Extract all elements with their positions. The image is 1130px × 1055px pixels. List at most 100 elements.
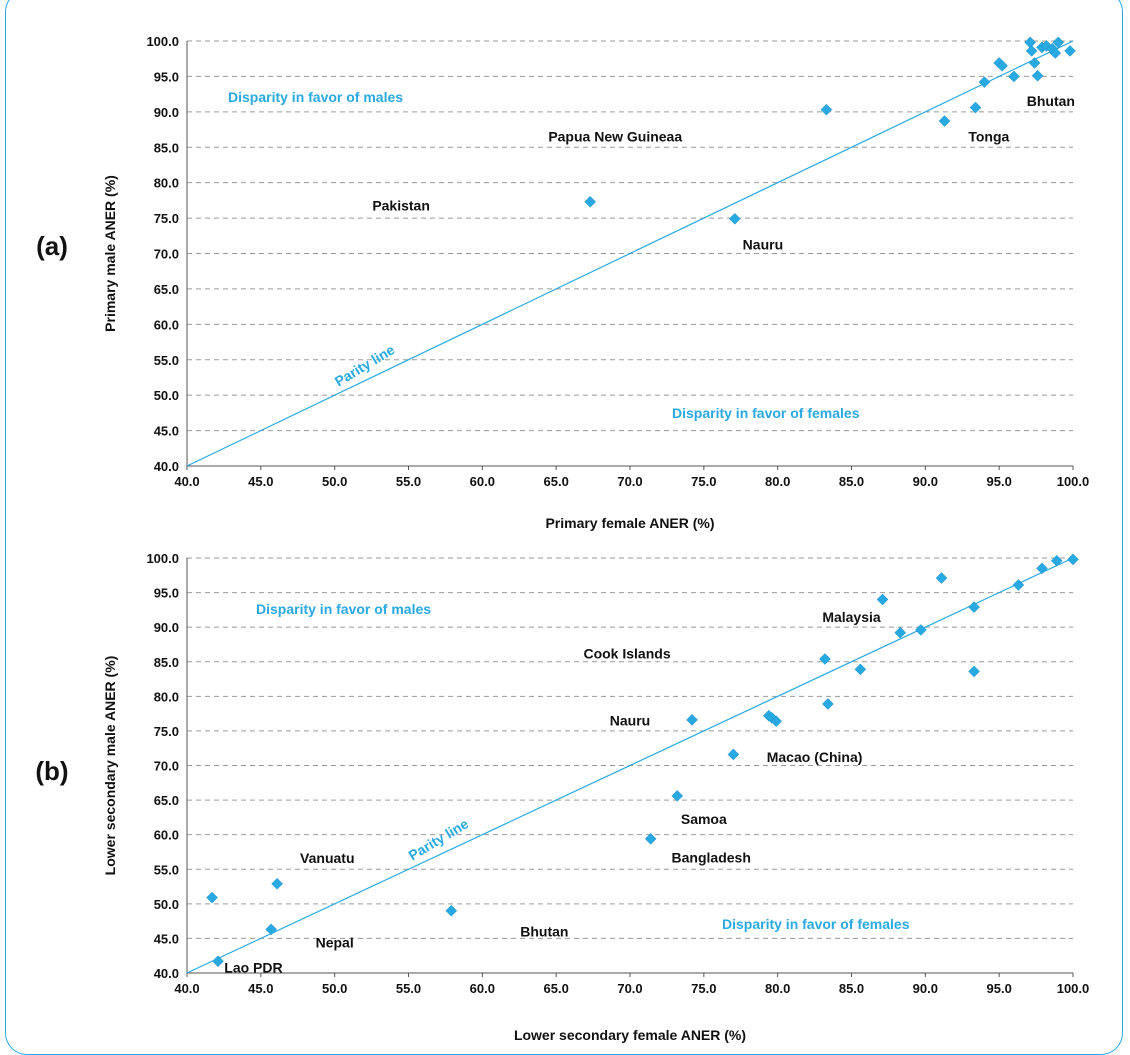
- data-point: [206, 891, 218, 904]
- data-point: [1008, 70, 1020, 83]
- x-tick-label: 80.0: [765, 981, 790, 996]
- x-tick-label: 95.0: [987, 981, 1012, 996]
- y-tick-label: 55.0: [154, 353, 179, 368]
- data-point: [854, 663, 867, 676]
- panel-label: (a): [36, 231, 68, 261]
- x-axis-title: Lower secondary female ANER (%): [514, 1027, 746, 1043]
- scatter-panel-b: 40.0 45.0 50.0 55.0 60.0 65.0 70.0 75.0 80.0 85.0…: [35, 551, 1089, 1043]
- data-point: [968, 601, 980, 613]
- y-tick-label: 75.0: [154, 724, 179, 739]
- x-tick-label: 100.0: [1057, 981, 1090, 996]
- data-point: [1031, 69, 1044, 82]
- region-label-females: Disparity in favor of females: [722, 916, 910, 932]
- x-tick-label: 75.0: [691, 981, 716, 996]
- x-tick-label: 60.0: [470, 981, 495, 996]
- x-tick-label: 50.0: [322, 474, 347, 489]
- point-annotation: Bangladesh: [672, 849, 751, 865]
- region-label-females: Disparity in favor of females: [672, 405, 860, 421]
- point-annotation: Pakistan: [372, 197, 430, 213]
- y-tick-label: 100.0: [146, 551, 179, 566]
- x-tick-label: 45.0: [248, 981, 273, 996]
- x-axis-title: Primary female ANER (%): [545, 515, 714, 531]
- x-tick-label: 55.0: [396, 981, 421, 996]
- data-point: [265, 923, 278, 936]
- data-point: [822, 698, 834, 710]
- panel-label: (b): [35, 756, 68, 786]
- y-axis-title: Primary male ANER (%): [102, 175, 118, 332]
- data-point: [968, 665, 980, 678]
- data-point: [212, 955, 224, 968]
- x-tick-label: 75.0: [691, 474, 716, 489]
- y-tick-label: 50.0: [154, 388, 179, 403]
- y-tick-label: 40.0: [154, 966, 179, 981]
- data-point: [584, 195, 596, 208]
- y-tick-label: 50.0: [154, 897, 179, 912]
- point-annotation: Malaysia: [822, 609, 881, 625]
- region-label-males: Disparity in favor of males: [228, 89, 403, 105]
- point-annotation: Vanuatu: [300, 850, 354, 866]
- y-tick-label: 65.0: [154, 793, 179, 808]
- x-tick-label: 65.0: [544, 981, 569, 996]
- y-tick-label: 95.0: [154, 586, 179, 601]
- y-tick-label: 80.0: [154, 176, 179, 191]
- region-label-males: Disparity in favor of males: [256, 601, 431, 617]
- data-point: [728, 212, 741, 225]
- y-tick-label: 60.0: [154, 828, 179, 843]
- data-point: [671, 790, 684, 802]
- y-tick-label: 75.0: [154, 211, 179, 226]
- parity-line: [186, 557, 1074, 974]
- data-point: [894, 626, 907, 639]
- x-tick-label: 50.0: [322, 981, 347, 996]
- point-annotation: Papua New Guineaa: [548, 129, 682, 145]
- data-point: [935, 572, 948, 584]
- point-annotation: Cook Islands: [583, 645, 670, 661]
- x-tick-label: 100.0: [1057, 474, 1090, 489]
- x-tick-label: 65.0: [544, 474, 569, 489]
- point-annotation: Tonga: [968, 129, 1009, 145]
- y-tick-label: 60.0: [154, 317, 179, 332]
- x-tick-label: 70.0: [617, 981, 642, 996]
- x-tick-label: 40.0: [174, 981, 199, 996]
- x-tick-label: 45.0: [248, 474, 273, 489]
- x-tick-label: 85.0: [839, 981, 864, 996]
- data-point: [1036, 562, 1048, 575]
- point-annotation: Lao PDR: [224, 959, 282, 975]
- x-tick-label: 90.0: [913, 981, 938, 996]
- data-point: [978, 76, 991, 88]
- data-point: [969, 101, 982, 114]
- y-tick-label: 65.0: [154, 282, 179, 297]
- data-point: [686, 713, 698, 726]
- y-tick-label: 80.0: [154, 689, 179, 704]
- y-tick-label: 95.0: [154, 69, 179, 84]
- x-tick-label: 80.0: [765, 474, 790, 489]
- data-point: [727, 748, 740, 761]
- y-tick-label: 85.0: [154, 655, 179, 670]
- y-axis-title: Lower secondary male ANER (%): [102, 656, 118, 876]
- parity-line: [186, 40, 1074, 467]
- point-annotation: Nauru: [743, 236, 783, 252]
- data-point: [915, 624, 927, 636]
- point-annotation: Nauru: [610, 713, 650, 729]
- x-tick-label: 90.0: [913, 474, 938, 489]
- data-point: [1012, 579, 1025, 591]
- parity-line-label: Parity line: [406, 815, 472, 863]
- data-point: [770, 715, 783, 728]
- point-annotation: Bhutan: [1027, 93, 1075, 109]
- data-point: [819, 653, 831, 665]
- point-annotation: Macao (China): [767, 749, 863, 765]
- y-tick-label: 45.0: [154, 931, 179, 946]
- data-point: [445, 904, 458, 917]
- data-point: [1025, 45, 1038, 57]
- data-point: [1067, 553, 1079, 566]
- data-point: [271, 877, 283, 890]
- y-tick-label: 70.0: [154, 759, 179, 774]
- data-point: [820, 103, 833, 116]
- data-point: [1028, 57, 1041, 69]
- y-tick-label: 85.0: [154, 140, 179, 155]
- data-point: [644, 832, 657, 845]
- x-tick-label: 85.0: [839, 474, 864, 489]
- y-tick-label: 90.0: [154, 105, 179, 120]
- x-tick-label: 40.0: [174, 474, 199, 489]
- parity-line-label: Parity line: [332, 341, 398, 389]
- data-point: [938, 115, 951, 127]
